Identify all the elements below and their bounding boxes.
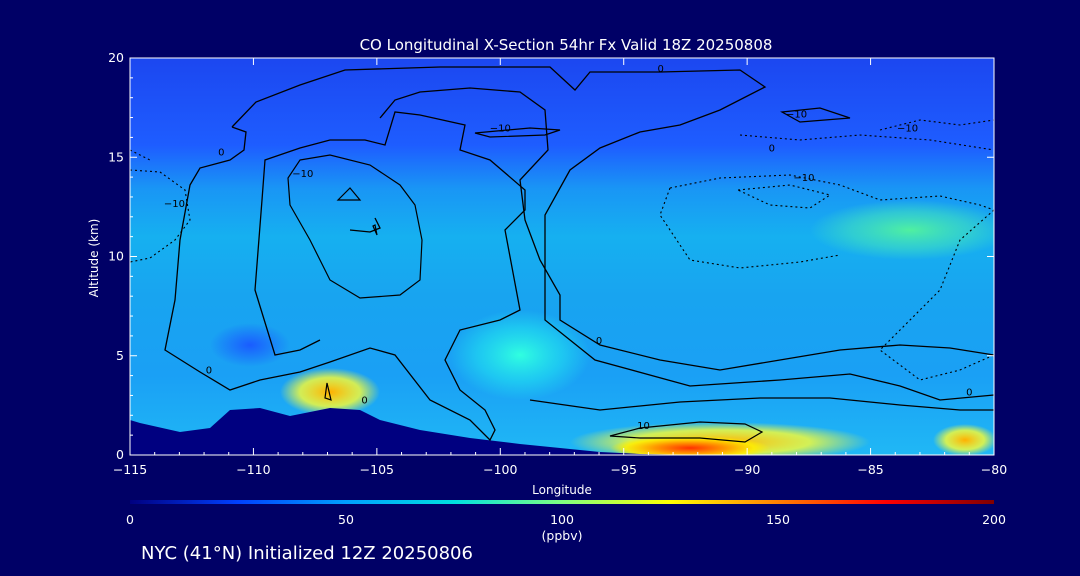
terrain bbox=[130, 408, 994, 455]
footer-caption: NYC (41°N) Initialized 12Z 20250806 bbox=[141, 543, 473, 564]
contour-label: 0 bbox=[966, 387, 972, 398]
contour-label: −10 bbox=[292, 169, 313, 180]
contour-label: 0 bbox=[206, 366, 212, 377]
co-mid-region bbox=[450, 310, 590, 400]
co-hotspot-east bbox=[933, 424, 994, 455]
colorbar-tick-label: 200 bbox=[982, 512, 1006, 527]
co-hotspot bbox=[610, 436, 770, 455]
colorbar-tick-label: 50 bbox=[338, 512, 354, 527]
co-enhanced-mountain bbox=[280, 368, 380, 416]
y-axis-label: Altitude (km) bbox=[87, 219, 101, 298]
x-axis-label: Longitude bbox=[532, 483, 592, 497]
colorbar-unit: (ppbv) bbox=[542, 528, 583, 543]
y-tick-label: 15 bbox=[108, 149, 124, 164]
colorbar-tick-label: 150 bbox=[766, 512, 790, 527]
colorbar-tick-label: 100 bbox=[550, 512, 574, 527]
x-tick-label: −95 bbox=[611, 462, 637, 477]
x-tick-label: −115 bbox=[113, 462, 147, 477]
x-tick-label: −80 bbox=[981, 462, 1007, 477]
minus-ten-contours bbox=[287, 107, 851, 443]
contour-label: 0 bbox=[596, 336, 602, 347]
y-tick-label: 0 bbox=[116, 447, 124, 462]
contour-label: −10 bbox=[793, 173, 814, 184]
zero-contours bbox=[164, 66, 994, 442]
x-tick-label: −85 bbox=[857, 462, 883, 477]
colorbar-ticks: 0 50 100 150 200 bbox=[126, 512, 1006, 527]
colorbar bbox=[130, 500, 994, 504]
contour-label: −10 bbox=[490, 123, 511, 134]
x-axis: −115 −110 −105 −100 −95 −90 −85 −80 bbox=[113, 58, 1007, 477]
co-upper-region bbox=[810, 200, 994, 260]
colorbar-tick-label: 0 bbox=[126, 512, 134, 527]
y-tick-label: 10 bbox=[108, 249, 124, 264]
contour-label: −10 bbox=[786, 110, 807, 121]
plot-area: 0 0 −10 −10 −10 −10 −10 0 −10 0 0 0 0 10 bbox=[130, 58, 994, 455]
chart-title: CO Longitudinal X-Section 54hr Fx Valid … bbox=[360, 36, 773, 54]
x-tick-label: −105 bbox=[360, 462, 394, 477]
contour-label: −10 bbox=[897, 123, 918, 134]
contour-label: 0 bbox=[361, 395, 367, 406]
x-tick-label: −90 bbox=[734, 462, 760, 477]
contour-labels: 0 0 −10 −10 −10 −10 −10 0 −10 0 0 0 0 10 bbox=[164, 64, 973, 432]
contour-label: −10 bbox=[164, 199, 185, 210]
x-tick-label: −100 bbox=[483, 462, 517, 477]
negative-dashed-contours bbox=[130, 119, 994, 381]
contour-label: 10 bbox=[637, 421, 650, 432]
contour-label: 0 bbox=[658, 64, 664, 75]
y-tick-label: 20 bbox=[108, 50, 124, 65]
contour-label: 0 bbox=[218, 147, 224, 158]
y-axis: 0 5 10 15 20 bbox=[108, 50, 994, 462]
co-low-region bbox=[210, 323, 290, 367]
y-tick-label: 5 bbox=[116, 348, 124, 363]
contour-label: 0 bbox=[769, 143, 775, 154]
x-tick-label: −110 bbox=[236, 462, 270, 477]
